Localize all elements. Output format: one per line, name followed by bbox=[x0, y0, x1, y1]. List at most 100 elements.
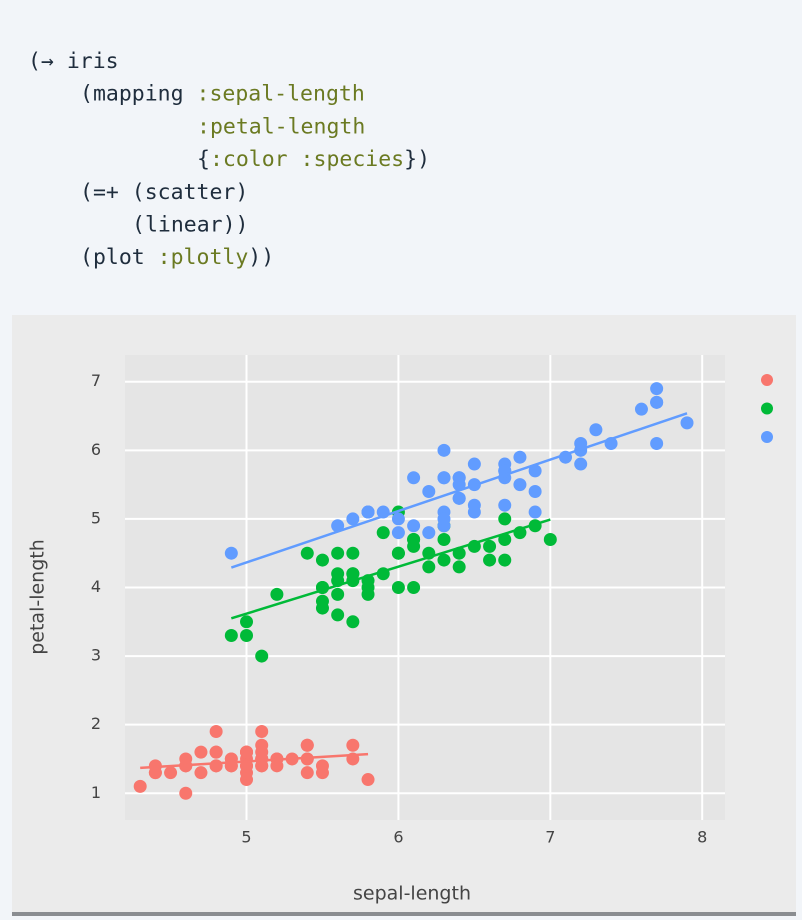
point bbox=[331, 519, 345, 533]
point bbox=[300, 738, 314, 752]
point bbox=[437, 443, 451, 457]
x-tick-label: 7 bbox=[545, 828, 555, 847]
point bbox=[255, 745, 269, 759]
point bbox=[437, 532, 451, 546]
point bbox=[498, 512, 512, 526]
point bbox=[391, 581, 405, 594]
point bbox=[179, 786, 193, 800]
point bbox=[650, 395, 664, 409]
code-line: (→ iris bbox=[28, 49, 119, 74]
point bbox=[224, 629, 238, 643]
point bbox=[483, 539, 497, 553]
point bbox=[240, 615, 254, 629]
point bbox=[513, 478, 527, 492]
point bbox=[680, 416, 694, 430]
point bbox=[528, 505, 542, 519]
legend-marker bbox=[761, 402, 773, 415]
point bbox=[331, 546, 345, 560]
legend-marker bbox=[761, 431, 773, 443]
code-block bbox=[0, 0, 802, 300]
code-token: (mapping bbox=[80, 82, 197, 107]
code-token: :sepal-length bbox=[197, 82, 365, 107]
point bbox=[300, 546, 314, 560]
point bbox=[346, 615, 360, 629]
point bbox=[498, 553, 512, 567]
point bbox=[528, 484, 542, 498]
code-token: :plotly bbox=[158, 245, 249, 270]
point bbox=[650, 436, 664, 450]
y-tick-label: 7 bbox=[91, 371, 101, 390]
point bbox=[634, 402, 648, 416]
point bbox=[391, 512, 405, 526]
point bbox=[361, 773, 375, 787]
point bbox=[346, 546, 360, 560]
point bbox=[315, 553, 329, 567]
code-line: (=+ (scatter) bbox=[80, 180, 248, 205]
point bbox=[133, 779, 147, 793]
code-token: (linear)) bbox=[132, 213, 249, 238]
point bbox=[331, 608, 345, 622]
point bbox=[528, 464, 542, 478]
code-token: :petal-length bbox=[197, 114, 365, 139]
point bbox=[589, 423, 603, 437]
point bbox=[240, 629, 254, 643]
point bbox=[498, 532, 512, 546]
point bbox=[209, 759, 223, 773]
point bbox=[422, 526, 436, 540]
point bbox=[407, 519, 421, 533]
code-token: }) bbox=[404, 147, 430, 172]
point bbox=[437, 471, 451, 485]
fit-line bbox=[230, 412, 688, 569]
x-axis-title: sepal-length bbox=[353, 883, 471, 905]
point bbox=[391, 546, 405, 560]
x-tick-label: 8 bbox=[697, 828, 707, 847]
legend-marker bbox=[761, 374, 773, 386]
fit-line bbox=[140, 752, 369, 770]
point bbox=[513, 450, 527, 464]
point bbox=[437, 553, 451, 567]
point bbox=[361, 505, 375, 519]
point bbox=[452, 478, 466, 492]
y-tick-label: 6 bbox=[91, 440, 101, 459]
panel-border bbox=[12, 912, 796, 916]
point bbox=[315, 601, 329, 615]
point bbox=[498, 498, 512, 512]
marks bbox=[133, 382, 694, 800]
point bbox=[422, 560, 436, 574]
point bbox=[574, 457, 588, 471]
point bbox=[209, 725, 223, 739]
point bbox=[452, 491, 466, 505]
code-token: (→ iris bbox=[28, 49, 119, 74]
point bbox=[315, 766, 329, 780]
code: (→ iris (mapping :sepal-length :petal-leng… bbox=[28, 49, 430, 270]
point bbox=[467, 498, 481, 512]
point bbox=[650, 382, 664, 396]
point bbox=[331, 587, 345, 601]
grid: 1 2 3 4 5 6 7 5 6 7 8 bbox=[91, 355, 725, 847]
point bbox=[543, 532, 557, 546]
code-token: { bbox=[197, 147, 210, 172]
code-token: (plot bbox=[80, 245, 158, 270]
point bbox=[346, 512, 360, 526]
point bbox=[194, 745, 208, 759]
y-tick-label: 5 bbox=[91, 508, 101, 527]
point bbox=[209, 745, 223, 759]
y-tick-label: 3 bbox=[91, 646, 101, 665]
fit-line bbox=[230, 518, 551, 620]
point bbox=[148, 766, 162, 780]
point bbox=[467, 457, 481, 471]
point bbox=[437, 512, 451, 526]
y-tick-label: 2 bbox=[91, 714, 101, 733]
point bbox=[376, 526, 390, 540]
point bbox=[255, 649, 269, 663]
code-token: :color :species bbox=[210, 147, 404, 172]
point bbox=[164, 766, 178, 780]
point bbox=[255, 725, 269, 739]
x-tick-label: 6 bbox=[393, 828, 403, 847]
code-line: :petal-length bbox=[197, 114, 365, 139]
point bbox=[240, 745, 254, 759]
point bbox=[346, 738, 360, 752]
code-token: (=+ (scatter) bbox=[80, 180, 248, 205]
